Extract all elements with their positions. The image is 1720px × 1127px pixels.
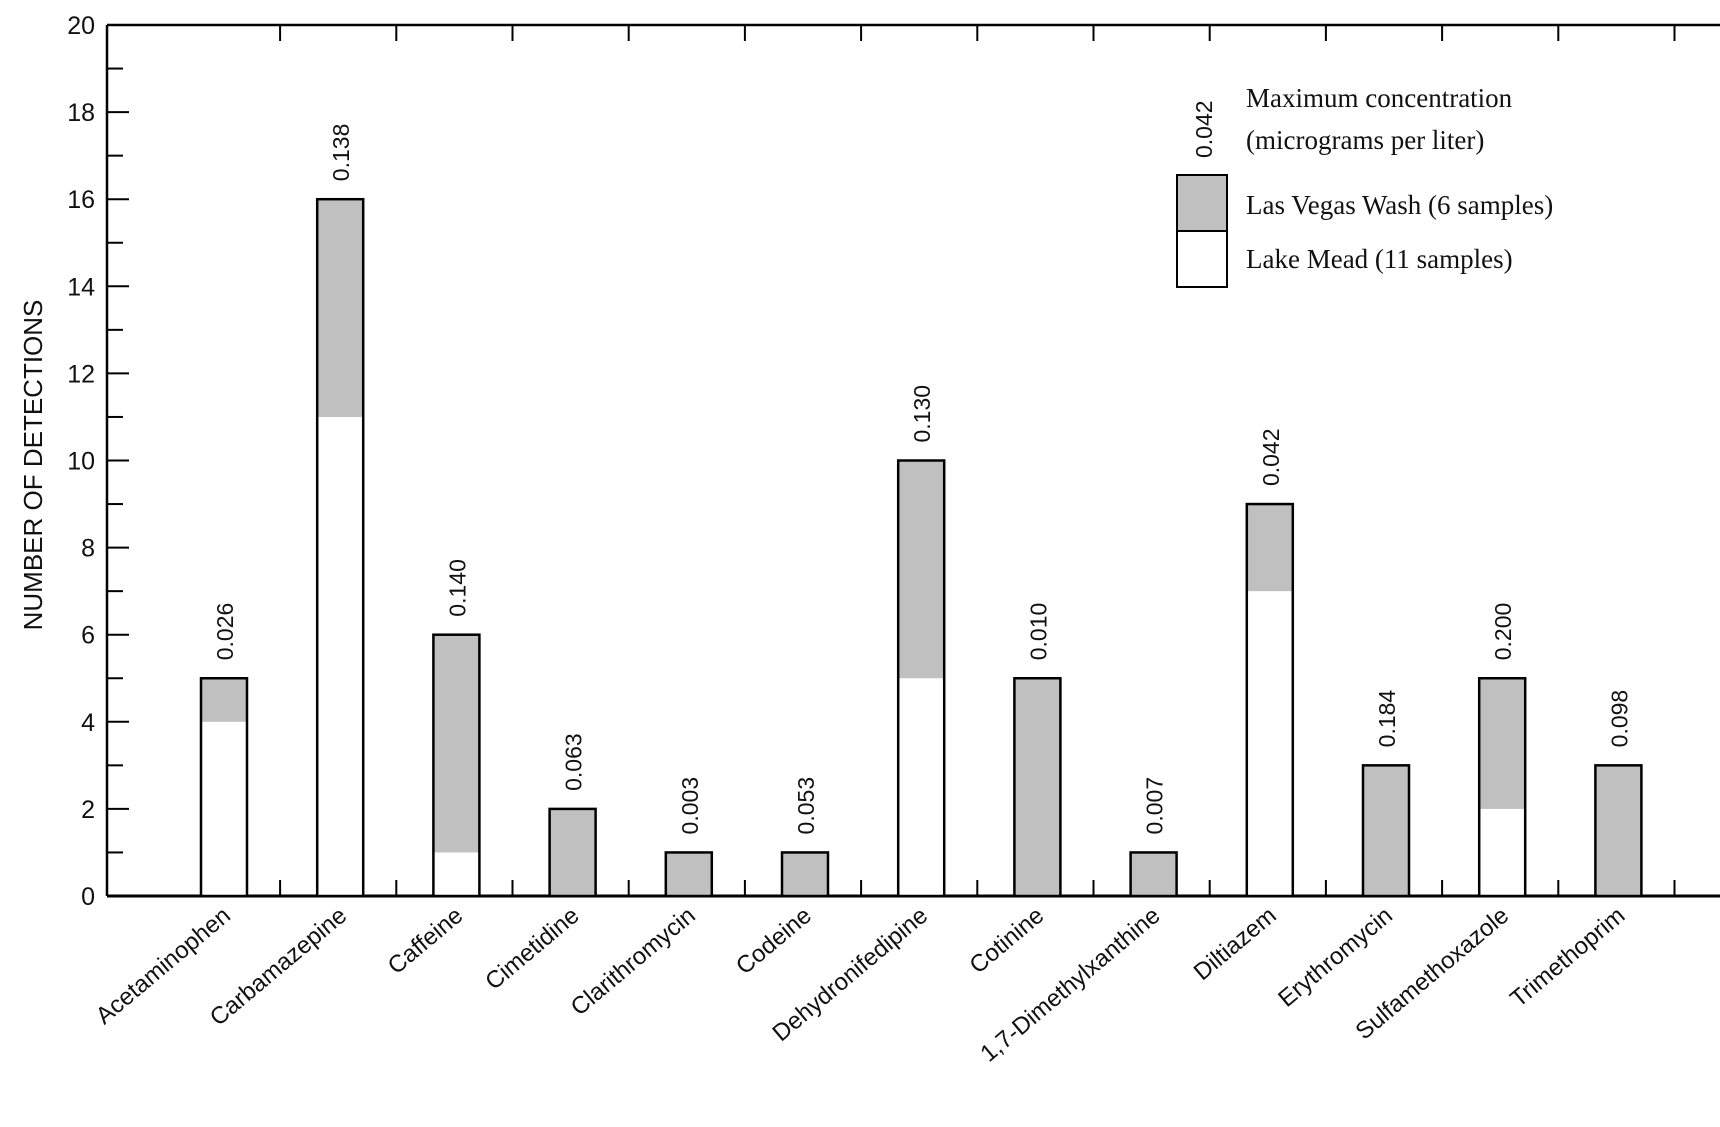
bar-outline — [896, 459, 946, 898]
bar-value-label: 0.007 — [1142, 777, 1168, 835]
y-axis-title: NUMBER OF DETECTIONS — [18, 300, 48, 631]
y-tick-label: 2 — [81, 796, 95, 824]
x-category-label: Clarithromycin — [566, 902, 701, 1021]
y-tick-label: 16 — [67, 186, 95, 214]
bar-value-label: 0.130 — [909, 385, 935, 443]
y-tick-label: 0 — [81, 883, 95, 911]
y-tick-label: 20 — [67, 12, 95, 40]
bar-outline — [664, 851, 714, 898]
bar-segment-las-vegas-wash — [782, 852, 828, 896]
x-category-label: Caffeine — [383, 902, 469, 980]
bar-outline — [315, 197, 365, 898]
bar-segment-las-vegas-wash — [433, 634, 480, 853]
bar-segment-las-vegas-wash — [1363, 765, 1409, 896]
bar-segment-lake-mead — [1246, 591, 1293, 896]
x-category-label: Cotinine — [964, 902, 1049, 979]
legend-swatch-lake-mead — [1176, 230, 1228, 288]
x-category-label: Codeine — [731, 902, 817, 980]
bar-segment-las-vegas-wash — [898, 460, 945, 679]
bar-outline — [199, 677, 249, 898]
bar-value-label: 0.026 — [212, 603, 238, 661]
bar-value-label: 0.200 — [1490, 603, 1516, 661]
y-tick-label: 18 — [67, 99, 95, 127]
bar-outline — [1361, 764, 1411, 898]
legend-label-lake-mead: Lake Mead (11 samples) — [1246, 244, 1513, 274]
bar-segment-las-vegas-wash — [1479, 678, 1526, 809]
bar-value-label: 0.138 — [328, 124, 354, 182]
bar-segment-lake-mead — [1479, 808, 1526, 896]
x-category-label: Cimetidine — [480, 902, 584, 996]
legend-value-title-line2: (micrograms per liter) — [1246, 125, 1484, 155]
bars — [199, 197, 1643, 898]
legend-value-title-line1: Maximum concentration — [1246, 83, 1513, 113]
bar-segment-las-vegas-wash — [1595, 765, 1642, 896]
bar-outline — [1594, 764, 1643, 898]
bar-value-label: 0.010 — [1025, 603, 1051, 661]
bar-segment-lake-mead — [201, 721, 247, 896]
bar-outline — [1129, 851, 1178, 898]
bar-outline — [1477, 677, 1527, 898]
y-tick-label: 14 — [67, 273, 95, 301]
x-category-label: Diltiazem — [1189, 902, 1282, 986]
bar-segment-lake-mead — [433, 852, 480, 896]
bar-segment-las-vegas-wash — [549, 808, 596, 896]
y-tick-label: 8 — [81, 535, 95, 563]
bar-value-label: 0.140 — [444, 559, 470, 617]
bar-outline — [780, 851, 830, 898]
legend: 0.042 Maximum concentration (micrograms … — [1176, 83, 1553, 288]
bar-segment-las-vegas-wash — [1130, 852, 1177, 896]
bar-segment-las-vegas-wash — [317, 199, 364, 417]
x-category-label: Trimethoprim — [1505, 902, 1630, 1013]
bar-segment-lake-mead — [317, 416, 364, 896]
bar-value-label: 0.063 — [561, 733, 587, 791]
legend-swatch-las-vegas-wash — [1176, 174, 1228, 232]
bar-segment-las-vegas-wash — [1246, 504, 1293, 592]
bar-value-label: 0.098 — [1606, 690, 1632, 748]
x-category-label: Erythromycin — [1273, 902, 1398, 1013]
bar-outline — [432, 633, 481, 898]
legend-example-value: 0.042 — [1191, 100, 1217, 158]
y-tick-label: 12 — [67, 360, 95, 388]
bar-value-label: 0.003 — [677, 777, 703, 835]
bar-segment-lake-mead — [898, 678, 945, 896]
bar-segment-las-vegas-wash — [665, 852, 712, 896]
bar-outline — [1013, 677, 1062, 898]
bar-value-label: 0.053 — [793, 777, 819, 835]
bar-outline — [548, 807, 597, 898]
bar-segment-las-vegas-wash — [201, 678, 247, 722]
bar-outline — [1245, 502, 1295, 898]
y-tick-label: 10 — [67, 448, 95, 476]
bar-value-label: 0.042 — [1258, 428, 1284, 486]
y-tick-label: 6 — [81, 622, 95, 650]
bar-value-label: 0.184 — [1374, 690, 1400, 748]
bar-segment-las-vegas-wash — [1014, 678, 1061, 896]
y-tick-label: 4 — [81, 709, 95, 737]
legend-label-las-vegas-wash: Las Vegas Wash (6 samples) — [1246, 190, 1553, 220]
